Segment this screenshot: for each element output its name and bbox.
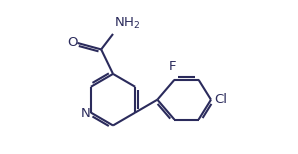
Text: NH$_2$: NH$_2$ [114, 16, 140, 31]
Text: O: O [68, 36, 78, 49]
Text: N: N [80, 107, 90, 120]
Text: Cl: Cl [214, 93, 227, 106]
Text: F: F [169, 60, 176, 73]
